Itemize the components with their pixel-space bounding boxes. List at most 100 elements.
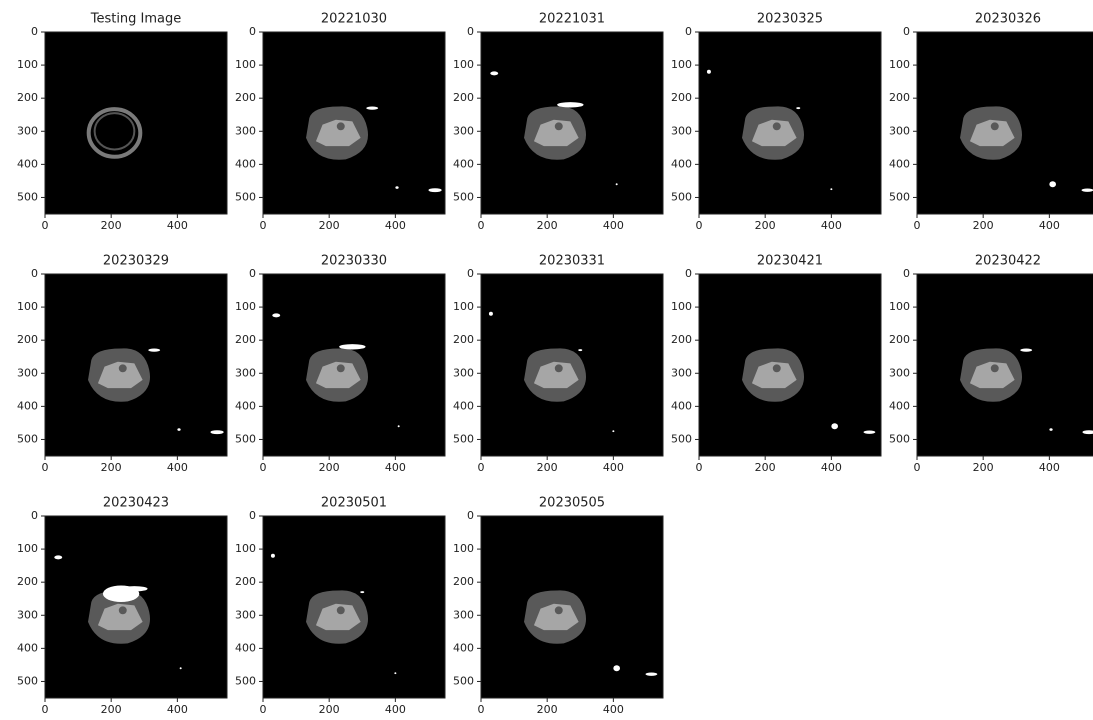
y-tick-label: 500 — [235, 190, 256, 203]
speck — [210, 430, 223, 434]
subplot-title: 20230325 — [757, 12, 823, 27]
speck — [707, 70, 711, 74]
y-tick-label: 400 — [453, 641, 474, 654]
speck — [863, 431, 875, 434]
x-tick-label: 200 — [537, 219, 558, 232]
x-tick-label: 400 — [385, 219, 406, 232]
segment-core — [119, 364, 127, 372]
y-tick-label: 300 — [671, 366, 692, 379]
y-tick-label: 500 — [889, 432, 910, 445]
speck — [1020, 348, 1032, 351]
y-tick-label: 100 — [671, 300, 692, 313]
x-tick-label: 400 — [167, 461, 188, 474]
x-tick-label: 400 — [167, 703, 188, 716]
x-tick-label: 200 — [537, 703, 558, 716]
x-tick-label: 0 — [42, 703, 49, 716]
image-panel: 2023033102004000100200300400500 — [453, 254, 663, 475]
y-tick-label: 0 — [903, 267, 910, 280]
x-tick-label: 200 — [101, 219, 122, 232]
x-tick-label: 200 — [973, 461, 994, 474]
y-tick-label: 300 — [453, 608, 474, 621]
y-tick-label: 200 — [17, 333, 38, 346]
segment-core — [991, 122, 999, 130]
white-blob — [103, 585, 139, 602]
subplot-title: 20230329 — [103, 254, 169, 269]
speck — [1049, 181, 1056, 187]
y-tick-label: 200 — [889, 91, 910, 104]
subplot-title: 20230501 — [321, 496, 387, 511]
y-tick-label: 400 — [17, 157, 38, 170]
x-tick-label: 400 — [603, 461, 624, 474]
subplot-title: 20230423 — [103, 496, 169, 511]
speck — [54, 555, 62, 559]
y-tick-label: 200 — [235, 333, 256, 346]
y-tick-label: 0 — [467, 509, 474, 522]
y-tick-label: 0 — [903, 25, 910, 38]
speck — [557, 102, 583, 107]
segment-core — [337, 606, 345, 614]
y-tick-label: 0 — [467, 267, 474, 280]
y-tick-label: 100 — [235, 300, 256, 313]
y-tick-label: 500 — [235, 432, 256, 445]
speck — [831, 423, 838, 429]
y-tick-label: 500 — [671, 432, 692, 445]
y-tick-label: 200 — [17, 91, 38, 104]
speck — [612, 430, 614, 432]
speck — [616, 183, 618, 185]
y-tick-label: 100 — [453, 300, 474, 313]
segment-core — [991, 364, 999, 372]
x-tick-label: 400 — [821, 461, 842, 474]
y-tick-label: 300 — [889, 124, 910, 137]
x-tick-label: 200 — [319, 219, 340, 232]
y-tick-label: 400 — [453, 399, 474, 412]
speck — [613, 665, 620, 671]
y-tick-label: 100 — [889, 300, 910, 313]
y-tick-label: 300 — [235, 366, 256, 379]
speck — [578, 349, 582, 351]
subplot-title: 20230505 — [539, 496, 605, 511]
x-tick-label: 400 — [603, 219, 624, 232]
y-tick-label: 300 — [17, 366, 38, 379]
y-tick-label: 0 — [31, 25, 38, 38]
x-tick-label: 0 — [478, 703, 485, 716]
segment-core — [773, 122, 781, 130]
y-tick-label: 0 — [31, 509, 38, 522]
segment-core — [555, 606, 563, 614]
y-tick-label: 200 — [453, 333, 474, 346]
x-tick-label: 200 — [319, 461, 340, 474]
x-tick-label: 200 — [755, 219, 776, 232]
y-tick-label: 500 — [453, 432, 474, 445]
y-tick-label: 100 — [453, 58, 474, 71]
y-tick-label: 0 — [249, 509, 256, 522]
speck — [830, 188, 832, 190]
y-tick-label: 500 — [17, 190, 38, 203]
y-tick-label: 200 — [453, 91, 474, 104]
y-tick-label: 300 — [235, 608, 256, 621]
speck — [428, 188, 441, 192]
x-tick-label: 200 — [973, 219, 994, 232]
x-tick-label: 400 — [821, 219, 842, 232]
speck — [1081, 189, 1093, 192]
x-tick-label: 0 — [260, 703, 267, 716]
x-tick-label: 400 — [167, 219, 188, 232]
y-tick-label: 200 — [671, 91, 692, 104]
x-tick-label: 200 — [101, 461, 122, 474]
subplot-title: 20230422 — [975, 254, 1041, 269]
x-tick-label: 0 — [478, 219, 485, 232]
x-tick-label: 400 — [603, 703, 624, 716]
x-tick-label: 0 — [914, 219, 921, 232]
y-tick-label: 100 — [671, 58, 692, 71]
y-tick-label: 200 — [235, 575, 256, 588]
y-tick-label: 100 — [889, 58, 910, 71]
x-tick-label: 200 — [537, 461, 558, 474]
y-tick-label: 400 — [235, 641, 256, 654]
speck — [339, 344, 365, 349]
y-tick-label: 0 — [685, 25, 692, 38]
speck — [148, 348, 160, 351]
